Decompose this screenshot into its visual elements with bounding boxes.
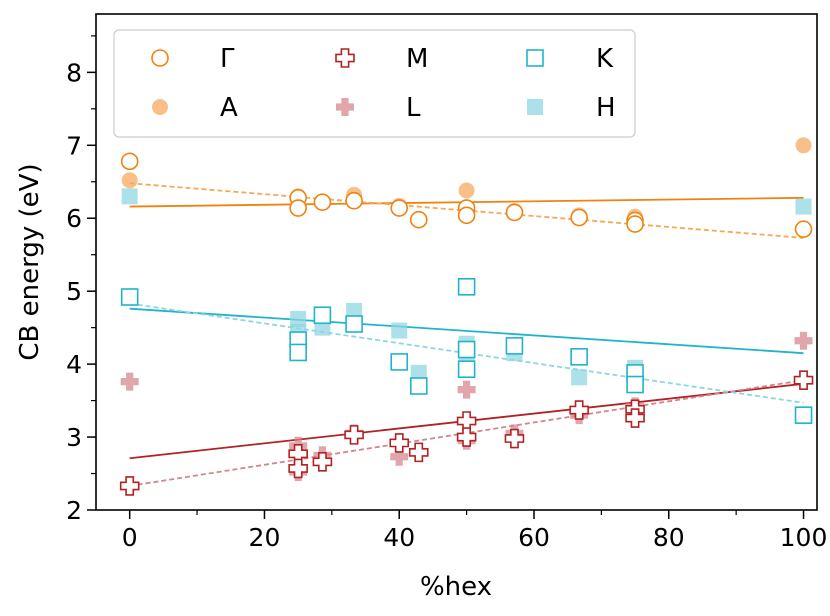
data-point-s5-6	[410, 364, 427, 381]
data-point-s4-6	[409, 377, 428, 395]
legend-marker-2	[335, 48, 355, 68]
data-point-s0-2	[289, 199, 307, 217]
data-point-s2-12	[625, 408, 645, 428]
y-tick-label: 8	[66, 58, 82, 87]
data-point-s4-5	[390, 353, 409, 371]
data-point-s0-13	[794, 220, 813, 238]
data-point-s1-6	[458, 182, 475, 199]
data-point-s0-0	[120, 152, 139, 171]
data-point-s5-1	[290, 310, 307, 327]
data-point-s0-8	[457, 206, 476, 225]
fit-line-3	[129, 379, 804, 487]
data-point-s4-10	[505, 337, 524, 355]
data-point-s2-5	[389, 433, 410, 453]
legend-label-2: M	[406, 44, 428, 74]
data-point-s4-2	[289, 343, 307, 362]
data-markers	[119, 137, 814, 496]
data-point-s0-10	[570, 208, 588, 227]
data-point-s5-4	[346, 302, 363, 319]
data-point-s4-3	[313, 306, 332, 325]
data-point-s2-8	[456, 427, 477, 447]
data-point-s0-3	[313, 193, 332, 211]
x-tick-label: 40	[383, 523, 415, 552]
data-point-s2-3	[312, 452, 333, 472]
legend: ΓA ML KH	[113, 29, 636, 138]
legend-frame	[113, 29, 636, 138]
y-tick-label: 3	[66, 423, 82, 452]
legend-marker-4	[526, 49, 544, 67]
plot-frame	[95, 13, 818, 511]
data-point-s4-0	[120, 288, 139, 306]
data-point-s5-10	[571, 369, 588, 386]
x-tick-label: 80	[653, 523, 685, 552]
legend-marker-3	[336, 98, 354, 116]
data-point-s2-2	[288, 458, 308, 479]
data-point-s4-9	[457, 360, 476, 379]
fit-line-4	[129, 307, 804, 355]
legend-label-5: H	[596, 93, 616, 123]
axes: 0 20 40 60 80 100 2 3 4 5 6 7 8	[66, 35, 828, 552]
data-point-s5-0	[121, 188, 138, 205]
data-point-s2-10	[569, 400, 589, 420]
y-tick-label: 6	[66, 204, 82, 233]
y-tick-label: 4	[66, 350, 82, 379]
legend-marker-0	[151, 49, 169, 67]
x-tick-label: 60	[518, 523, 550, 552]
x-tick-label: 100	[780, 523, 828, 552]
data-point-s2-9	[504, 428, 525, 449]
data-point-s2-13	[793, 370, 814, 390]
data-point-s5-5	[391, 322, 408, 339]
data-point-s1-11	[795, 137, 812, 154]
legend-label-0: Γ	[220, 44, 235, 74]
data-point-s0-9	[505, 203, 524, 222]
legend-label-4: K	[596, 44, 614, 74]
x-axis-label: %hex	[420, 572, 492, 602]
legend-marker-1	[152, 99, 168, 115]
data-point-s5-13	[795, 198, 812, 215]
data-point-s2-6	[408, 442, 429, 463]
data-point-s4-4	[345, 315, 363, 333]
data-point-s1-0	[121, 172, 138, 189]
data-point-s4-8	[457, 340, 476, 359]
y-tick-label: 7	[66, 131, 82, 160]
legend-label-1: A	[220, 93, 238, 123]
data-point-s0-12	[626, 215, 644, 233]
data-point-s3-0	[120, 372, 139, 391]
data-point-s4-13	[626, 375, 644, 394]
y-axis-label: CB energy (eV)	[15, 163, 45, 360]
data-point-s0-5	[390, 199, 409, 217]
data-point-s3-7	[457, 380, 476, 399]
data-point-s0-6	[409, 210, 428, 229]
data-point-s4-14	[794, 406, 813, 424]
x-tick-label: 20	[249, 523, 281, 552]
data-point-s4-11	[570, 348, 588, 366]
x-tick-label: 0	[122, 523, 138, 552]
legend-marker-5	[527, 99, 543, 115]
legend-label-3: L	[406, 93, 421, 123]
y-tick-label: 5	[66, 277, 82, 306]
data-point-s2-0	[119, 476, 140, 496]
y-tick-label: 2	[66, 496, 82, 525]
data-point-s3-12	[794, 331, 813, 350]
data-point-s3-5	[390, 447, 409, 466]
data-point-s0-4	[345, 191, 363, 210]
data-point-s4-7	[457, 277, 476, 296]
data-point-s2-4	[344, 425, 364, 445]
